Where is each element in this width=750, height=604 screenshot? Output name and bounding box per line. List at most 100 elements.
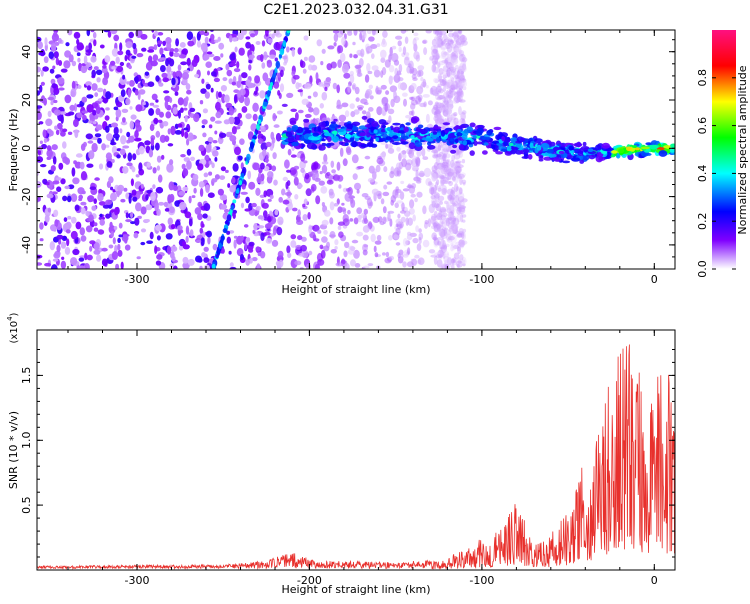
spectrogram-noise-point bbox=[228, 230, 235, 234]
spectrogram-ridge-point bbox=[289, 120, 297, 126]
spectrogram-ridge-point bbox=[669, 148, 675, 153]
spectrogram-noise-point bbox=[44, 37, 48, 46]
spectrogram-noise-point bbox=[439, 119, 444, 124]
spectrogram-line-point bbox=[262, 101, 268, 107]
spectrogram-noise-point bbox=[435, 85, 442, 94]
spectrogram-noise-point bbox=[448, 113, 452, 121]
spectrogram-noise-point bbox=[94, 133, 102, 138]
spectrogram-noise-point bbox=[451, 50, 459, 61]
spectrogram-noise-point bbox=[412, 77, 418, 81]
spectrogram-noise-point bbox=[229, 262, 234, 268]
spectrogram-noise-point bbox=[212, 150, 219, 157]
spectrogram-noise-point bbox=[318, 180, 325, 186]
spectrogram-noise-point bbox=[443, 39, 447, 46]
spectrogram-line-point bbox=[267, 90, 270, 98]
spectrogram-noise-point bbox=[452, 46, 457, 56]
spectrogram-noise-point bbox=[255, 187, 261, 196]
spectrogram-noise-point bbox=[125, 98, 131, 106]
spectrogram-noise-point bbox=[364, 74, 370, 83]
spectrogram-noise-point bbox=[300, 244, 307, 252]
spectrogram-noise-point bbox=[186, 57, 191, 66]
spectrogram-noise-point bbox=[461, 214, 467, 218]
spectrogram-noise-point bbox=[459, 176, 463, 186]
spectrogram-noise-point bbox=[80, 65, 88, 74]
spectrogram-noise-point bbox=[199, 30, 205, 35]
spectrogram-noise-point bbox=[445, 90, 450, 98]
spectrogram-noise-point bbox=[117, 184, 125, 192]
spectrogram-noise-point bbox=[212, 146, 217, 151]
spectrogram-ridge-point bbox=[366, 141, 374, 148]
spectrogram-ridge-point bbox=[473, 140, 478, 146]
spectrogram-noise-point bbox=[305, 188, 312, 197]
spectrogram-noise-point bbox=[308, 64, 313, 71]
spectrogram-noise-point bbox=[315, 195, 321, 205]
spectrogram-noise-point bbox=[380, 198, 385, 205]
spectrogram-noise-point bbox=[452, 68, 460, 78]
spectrogram-noise-point bbox=[115, 56, 120, 64]
spectrogram-ridge-point bbox=[520, 137, 526, 142]
spectrogram-noise-point bbox=[155, 224, 162, 231]
spectrogram-noise-point bbox=[442, 104, 449, 113]
spectrogram-noise-point bbox=[210, 116, 216, 122]
spectrogram-noise-point bbox=[130, 221, 136, 225]
spectrogram-noise-point bbox=[387, 147, 395, 154]
spectrogram-noise-point bbox=[52, 156, 57, 165]
spectrogram-noise-point bbox=[261, 202, 269, 209]
spectrogram-noise-point bbox=[437, 38, 442, 44]
spectrogram-noise-point bbox=[78, 194, 83, 200]
spectrogram-noise-point bbox=[96, 254, 102, 262]
spectrogram-noise-point bbox=[443, 51, 449, 56]
spectrogram-ridge-point bbox=[456, 132, 463, 137]
spectrogram-noise-point bbox=[119, 61, 125, 67]
spectrogram-noise-point bbox=[86, 254, 93, 261]
spectrogram-noise-point bbox=[459, 241, 465, 249]
spectrogram-noise-point bbox=[122, 117, 126, 123]
spectrogram-noise-point bbox=[447, 171, 454, 176]
spectrogram-noise-point bbox=[450, 66, 457, 73]
spectrogram-noise-point bbox=[201, 223, 205, 228]
spectrogram-noise-point bbox=[70, 193, 78, 202]
spectrogram-noise-point bbox=[171, 255, 176, 262]
spectrogram-noise-point bbox=[443, 187, 447, 194]
spectrogram-noise-point bbox=[130, 211, 134, 219]
spectrogram-noise-point bbox=[435, 30, 440, 36]
spectrogram-noise-point bbox=[412, 214, 417, 222]
spectrogram-noise-point bbox=[168, 181, 175, 191]
spectrogram-noise-point bbox=[199, 227, 204, 234]
spectrogram-noise-point bbox=[410, 96, 416, 101]
spectrogram-noise-point bbox=[394, 202, 399, 209]
spectrogram-noise-point bbox=[90, 30, 95, 33]
spectrogram-noise-point bbox=[395, 35, 403, 40]
spectrogram-noise-point bbox=[344, 110, 350, 118]
spectrogram-noise-point bbox=[240, 254, 244, 261]
spectrogram-noise-point bbox=[376, 234, 382, 241]
spectrogram-noise-point bbox=[445, 167, 452, 175]
spectrogram-noise-point bbox=[330, 249, 337, 254]
spectrogram-noise-point bbox=[111, 48, 119, 57]
spectrogram-noise-point bbox=[189, 107, 196, 113]
spectrogram-noise-point bbox=[122, 166, 129, 174]
spectrogram-noise-point bbox=[458, 49, 462, 55]
spectrogram-noise-point bbox=[431, 200, 436, 208]
spectrogram-noise-point bbox=[202, 132, 207, 138]
spectrogram-noise-point bbox=[461, 110, 467, 115]
spectrogram-noise-point bbox=[352, 84, 356, 90]
spectrogram-noise-point bbox=[231, 37, 238, 42]
spectrogram-noise-point bbox=[456, 232, 463, 237]
spectrogram-noise-point bbox=[272, 227, 277, 236]
y-tick-label: 20 bbox=[20, 93, 33, 107]
spectrogram-ridge-point bbox=[400, 141, 406, 145]
spectrogram-noise-point bbox=[157, 32, 164, 36]
spectrogram-ridge-point bbox=[462, 140, 468, 146]
spectrogram-noise-point bbox=[439, 31, 443, 38]
spectrogram-noise-point bbox=[436, 259, 443, 268]
spectrogram-noise-point bbox=[341, 102, 349, 108]
spectrogram-line-point bbox=[286, 30, 291, 34]
spectrogram-noise-point bbox=[184, 131, 189, 139]
spectrogram-noise-point bbox=[244, 208, 251, 212]
spectrogram-noise-point bbox=[459, 80, 468, 88]
spectrogram-noise-point bbox=[432, 92, 440, 97]
spectrogram-noise-point bbox=[120, 121, 128, 126]
spectrogram-ridge-point bbox=[649, 144, 658, 150]
spectrogram-noise-point bbox=[458, 200, 465, 208]
